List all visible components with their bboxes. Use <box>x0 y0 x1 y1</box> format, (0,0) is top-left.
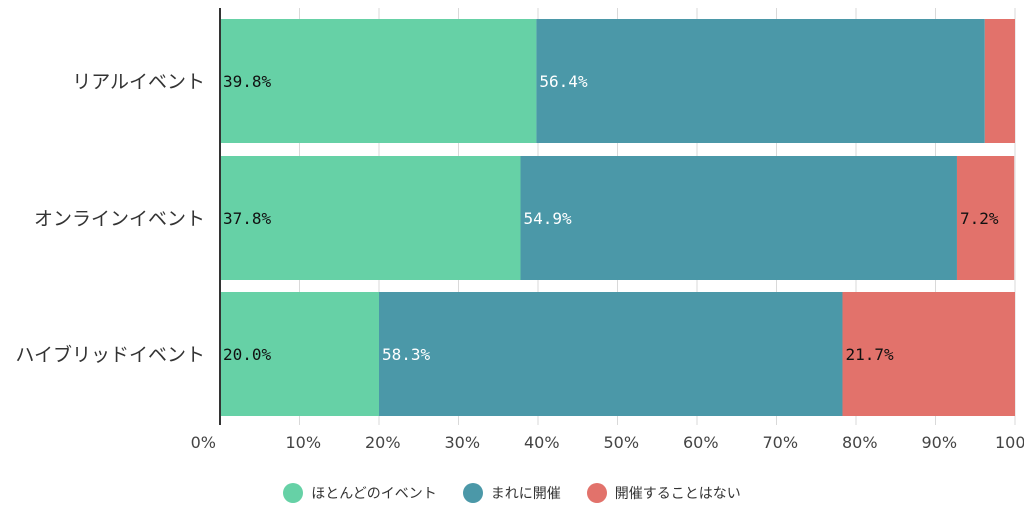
bar-segment <box>984 19 1015 143</box>
bar-segment <box>956 156 1015 280</box>
x-tick-label: 0% <box>191 433 216 452</box>
bars <box>220 19 1015 416</box>
data-labels: 39.8% 56.4% 37.8% 54.9% 7.2% 20.0% 58.3% 21.7% <box>223 72 999 364</box>
legend-swatch <box>586 483 607 503</box>
legend: ほとんどのイベント まれに開催 開催することはない <box>0 480 1024 506</box>
data-label: 54.9% <box>524 209 573 228</box>
bar-segment <box>220 292 379 416</box>
category-label: ハイブリッドイベント <box>15 343 205 366</box>
x-tick-label: 60% <box>683 433 719 452</box>
legend-label: まれに開催 <box>490 486 561 502</box>
data-label: 58.3% <box>382 345 431 364</box>
legend-label: 開催することはない <box>614 486 741 502</box>
category-label: リアルイベント <box>72 71 205 93</box>
x-tick-label: 70% <box>763 433 799 452</box>
legend-label: ほとんどのイベント <box>311 486 437 502</box>
legend-item: 開催することはない <box>586 483 741 503</box>
stacked-bar-chart: 39.8% 56.4%37.8% 54.9% 7.2%20.0% 58.3% 21.7% … <box>15 8 1024 452</box>
data-label: 37.8% <box>223 209 272 228</box>
bar-segment <box>220 156 521 280</box>
legend-item: まれに開催 <box>462 483 561 503</box>
bar-segment <box>520 156 957 280</box>
x-tick-label: 40% <box>524 433 560 452</box>
legend-swatch <box>283 483 304 503</box>
bar-segment <box>379 292 843 416</box>
data-label: 56.4% <box>539 72 588 91</box>
bar-segment <box>220 19 537 143</box>
data-label: 7.2% <box>960 209 999 228</box>
x-tick-label: 90% <box>922 433 958 452</box>
x-tick-label: 100% <box>995 433 1024 452</box>
x-tick-label: 10% <box>286 433 322 452</box>
bar-segment <box>536 19 985 143</box>
x-tick-label: 30% <box>445 433 481 452</box>
bar-segment <box>842 292 1015 416</box>
x-tick-labels: 0% 10% 20% 30% 40% 50% 60% 70% 80% 90% 100% <box>191 433 1024 452</box>
x-tick-label: 50% <box>604 433 640 452</box>
data-label: 21.7% <box>845 345 894 364</box>
legend-swatch <box>462 483 483 503</box>
legend-item: ほとんどのイベント <box>283 483 437 503</box>
data-label: 39.8% <box>223 72 272 91</box>
x-tick-label: 20% <box>365 433 401 452</box>
x-tick-label: 80% <box>842 433 878 452</box>
category-label: オンラインイベント <box>34 208 205 230</box>
data-label: 20.0% <box>223 345 272 364</box>
